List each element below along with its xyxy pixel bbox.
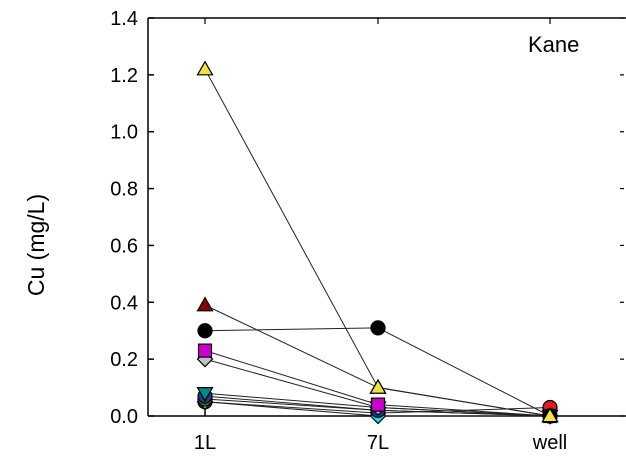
data-point xyxy=(197,323,213,339)
axes: 0.0 0.2 0.4 0.6 0.8 1.0 1.2 1.4 1L 7L well xyxy=(110,8,626,454)
y-tick-label: 0.2 xyxy=(110,349,138,371)
data-point xyxy=(196,296,214,312)
x-tick-label: well xyxy=(532,432,567,454)
data-point xyxy=(370,397,386,412)
y-axis-title: Cu (mg/L) xyxy=(23,194,49,296)
data-point xyxy=(196,60,214,76)
series-line xyxy=(204,68,551,417)
y-tick-label: 0.8 xyxy=(110,179,138,201)
y-tick-label: 1.0 xyxy=(110,122,138,144)
y-tick-label: 1.4 xyxy=(110,8,138,30)
y-tick-label: 0.4 xyxy=(110,292,138,314)
data-point xyxy=(196,387,214,402)
data-point xyxy=(541,407,559,423)
annotation-kane: Kane xyxy=(528,32,579,57)
x-tick-label: 7L xyxy=(367,432,389,454)
y-tick-label: 0.6 xyxy=(110,235,138,257)
data-point xyxy=(369,378,387,394)
data-point xyxy=(197,343,213,358)
x-tick-label: 1L xyxy=(194,432,216,454)
series-markers xyxy=(196,60,559,425)
y-tick-label: 0.0 xyxy=(110,406,138,428)
series-lines xyxy=(204,68,551,417)
data-point xyxy=(370,320,386,336)
y-tick-label: 1.2 xyxy=(110,65,138,87)
